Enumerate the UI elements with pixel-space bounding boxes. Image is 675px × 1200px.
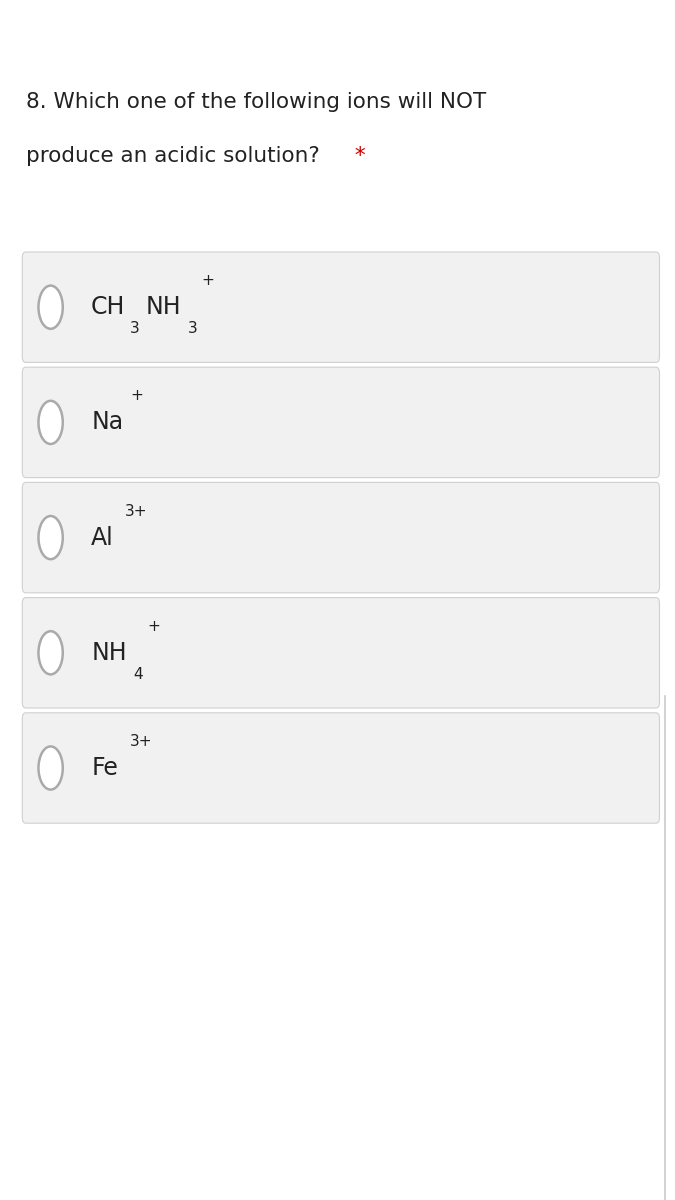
FancyBboxPatch shape xyxy=(22,367,659,478)
Text: Na: Na xyxy=(91,410,124,434)
FancyBboxPatch shape xyxy=(22,252,659,362)
Text: 3+: 3+ xyxy=(130,734,153,749)
Text: +: + xyxy=(130,389,143,403)
Text: 3+: 3+ xyxy=(125,504,148,518)
Text: CH: CH xyxy=(91,295,126,319)
Circle shape xyxy=(38,516,63,559)
FancyBboxPatch shape xyxy=(22,598,659,708)
Circle shape xyxy=(38,401,63,444)
Text: 8. Which one of the following ions will NOT: 8. Which one of the following ions will … xyxy=(26,92,486,112)
Text: Fe: Fe xyxy=(91,756,118,780)
Text: Al: Al xyxy=(91,526,114,550)
Text: +: + xyxy=(147,619,160,634)
Circle shape xyxy=(38,286,63,329)
FancyBboxPatch shape xyxy=(22,482,659,593)
Text: +: + xyxy=(202,274,215,288)
FancyBboxPatch shape xyxy=(22,713,659,823)
Text: 3: 3 xyxy=(130,322,140,336)
Circle shape xyxy=(38,746,63,790)
Text: 3: 3 xyxy=(188,322,198,336)
Circle shape xyxy=(38,631,63,674)
Text: NH: NH xyxy=(146,295,182,319)
Text: *: * xyxy=(348,146,366,166)
Text: produce an acidic solution?: produce an acidic solution? xyxy=(26,146,319,166)
Text: NH: NH xyxy=(91,641,127,665)
Text: 4: 4 xyxy=(134,667,143,682)
